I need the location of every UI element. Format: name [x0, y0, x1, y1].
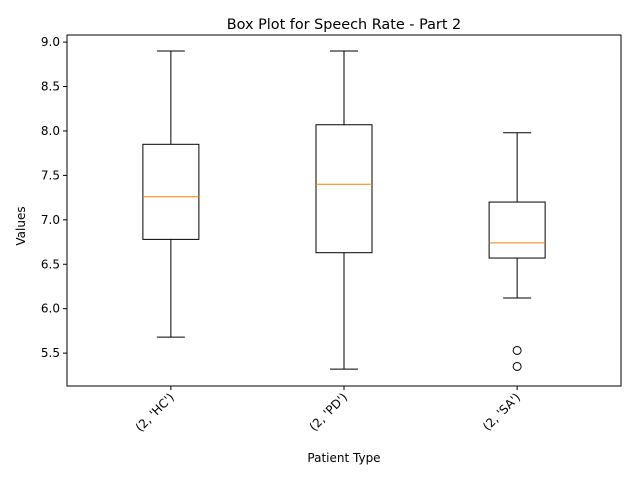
outlier-point — [512, 345, 522, 355]
iqr-box — [315, 124, 373, 254]
x-tick-label: (2, 'HC') — [133, 390, 177, 434]
y-tick-label: 8.5 — [41, 80, 60, 94]
plot-area: 5.5 6.0 6.5 7.0 7.5 8.0 8.5 9.0 (2, 'HC') (2, 'PD… — [41, 34, 622, 435]
outlier-point — [512, 361, 522, 371]
x-tick-label: (2, 'PD') — [306, 390, 350, 434]
y-tick-label: 8.0 — [41, 124, 60, 138]
y-axis-label: Values — [14, 206, 28, 245]
iqr-box — [488, 201, 546, 259]
y-tick-label: 7.5 — [41, 168, 60, 182]
iqr-box — [142, 143, 200, 240]
x-axis-label: Patient Type — [307, 451, 380, 465]
y-tick-label: 6.5 — [41, 257, 60, 271]
y-tick-label: 5.5 — [41, 346, 60, 360]
y-tick-label: 6.0 — [41, 302, 60, 316]
y-tick-label: 7.0 — [41, 213, 60, 227]
y-tick-label: 9.0 — [41, 35, 60, 49]
chart-title: Box Plot for Speech Rate - Part 2 — [227, 17, 461, 33]
x-tick-label: (2, 'SA') — [480, 390, 523, 433]
